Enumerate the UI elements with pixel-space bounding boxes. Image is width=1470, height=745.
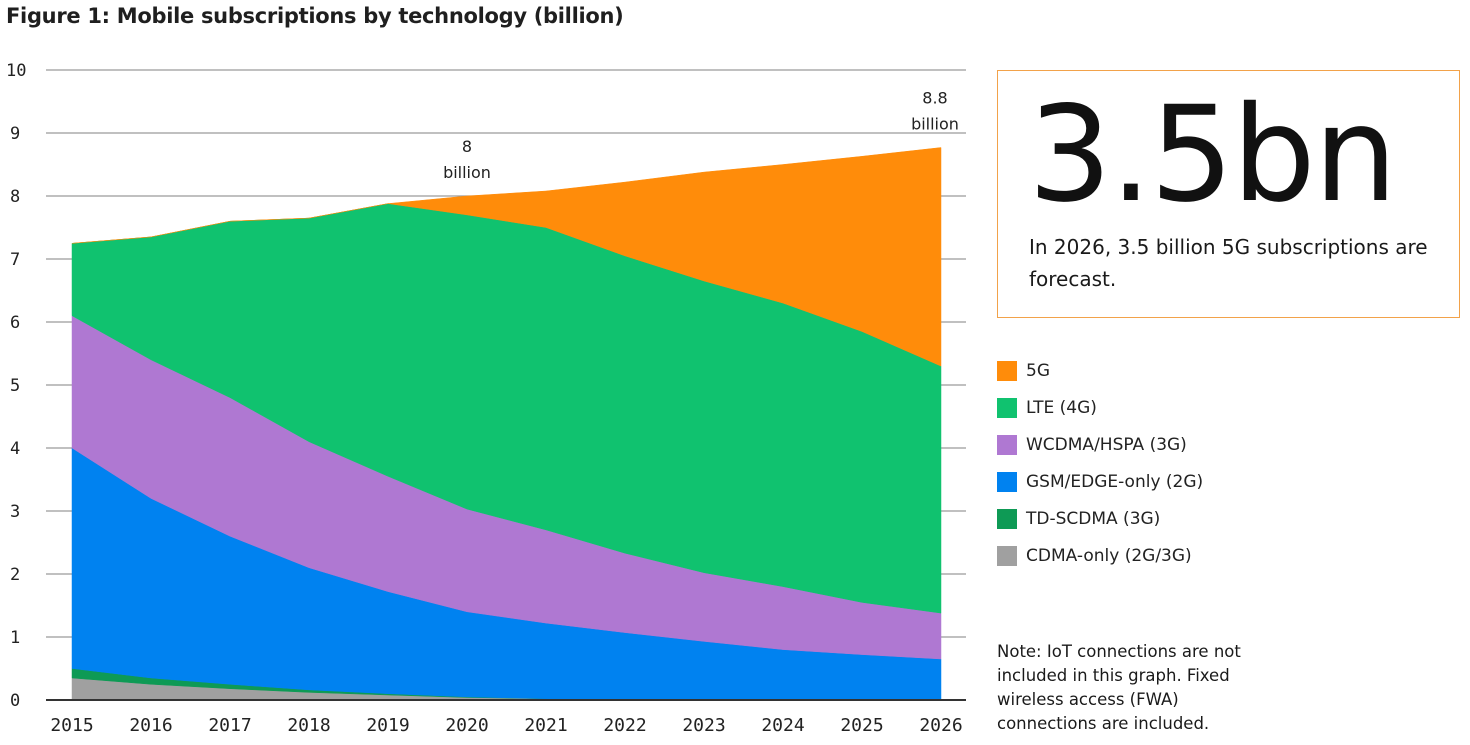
- legend-item-lte-4g: LTE (4G): [997, 389, 1203, 426]
- x-tick-label: 2023: [682, 715, 725, 736]
- x-tick-label: 2025: [840, 715, 883, 736]
- legend-item-td-scdma-3g: TD-SCDMA (3G): [997, 500, 1203, 537]
- y-tick-label: 9: [10, 124, 20, 144]
- callout-text: In 2026, 3.5 billion 5G subscriptions ar…: [1029, 235, 1428, 291]
- x-tick-label: 2022: [603, 715, 646, 736]
- legend-swatch: [997, 360, 1017, 381]
- legend-swatch: [997, 471, 1017, 492]
- total-annotation-value: 8: [462, 137, 472, 156]
- legend-item-gsm-edge-only-2g: GSM/EDGE-only (2G): [997, 463, 1203, 500]
- legend-item-cdma-only-2g-3g: CDMA-only (2G/3G): [997, 537, 1203, 574]
- total-annotation-value: 8.8: [922, 88, 947, 107]
- legend-label: TD-SCDMA (3G): [1026, 508, 1161, 529]
- x-tick-label: 2018: [287, 715, 330, 736]
- legend-label: GSM/EDGE-only (2G): [1026, 471, 1204, 492]
- footnote: Note: IoT connections are not included i…: [997, 642, 1241, 733]
- y-tick-label: 10: [6, 61, 26, 81]
- axes: 0 1 2 3 4 5 6 7 8 9 10 2015 2016 2017 2018 2019 2020 2021…: [6, 61, 966, 736]
- x-tick-label: 2024: [761, 715, 804, 736]
- callout-headline: 3.5bn: [1028, 78, 1397, 232]
- x-tick-label: 2019: [366, 715, 409, 736]
- legend-swatch: [997, 508, 1017, 529]
- legend-item-wcdma-hspa-3g: WCDMA/HSPA (3G): [997, 426, 1203, 463]
- legend-label: LTE (4G): [1026, 397, 1097, 418]
- y-tick-label: 6: [10, 313, 20, 333]
- legend-item-5g: 5G: [997, 352, 1203, 389]
- y-tick-label: 3: [10, 502, 20, 522]
- legend: 5G LTE (4G) WCDMA/HSPA (3G) GSM/EDGE-only (…: [997, 352, 1203, 574]
- total-annotation-unit: billion: [911, 114, 959, 133]
- annotations: 8 billion 8.8 billion: [443, 88, 959, 182]
- x-tick-label: 2017: [208, 715, 251, 736]
- y-tick-label: 5: [10, 376, 20, 396]
- legend-swatch: [997, 397, 1017, 418]
- stacked-area-chart: 0 1 2 3 4 5 6 7 8 9 10 2015 2016 2017 2018 2019 2020 2021…: [6, 61, 966, 736]
- x-tick-label: 2021: [524, 715, 567, 736]
- legend-label: WCDMA/HSPA (3G): [1026, 434, 1187, 455]
- total-annotation-unit: billion: [443, 163, 491, 182]
- callout-box: 3.5bn In 2026, 3.5 billion 5G subscripti…: [997, 70, 1460, 318]
- legend-label: CDMA-only (2G/3G): [1026, 545, 1192, 566]
- chart-title: Figure 1: Mobile subscriptions by techno…: [6, 4, 624, 28]
- area-series: [71, 147, 942, 701]
- x-tick-label: 2020: [445, 715, 488, 736]
- x-tick-label: 2015: [50, 715, 93, 736]
- y-tick-label: 1: [10, 628, 20, 648]
- legend-swatch: [997, 545, 1017, 566]
- legend-swatch: [997, 434, 1017, 455]
- x-tick-label: 2026: [919, 715, 962, 736]
- y-tick-label: 7: [10, 250, 20, 270]
- y-tick-label: 4: [10, 439, 20, 459]
- x-tick-label: 2016: [129, 715, 172, 736]
- y-tick-label: 0: [10, 691, 20, 711]
- area-5g: [71, 147, 942, 367]
- y-tick-label: 2: [10, 565, 20, 585]
- y-tick-label: 8: [10, 187, 20, 207]
- legend-label: 5G: [1026, 360, 1050, 381]
